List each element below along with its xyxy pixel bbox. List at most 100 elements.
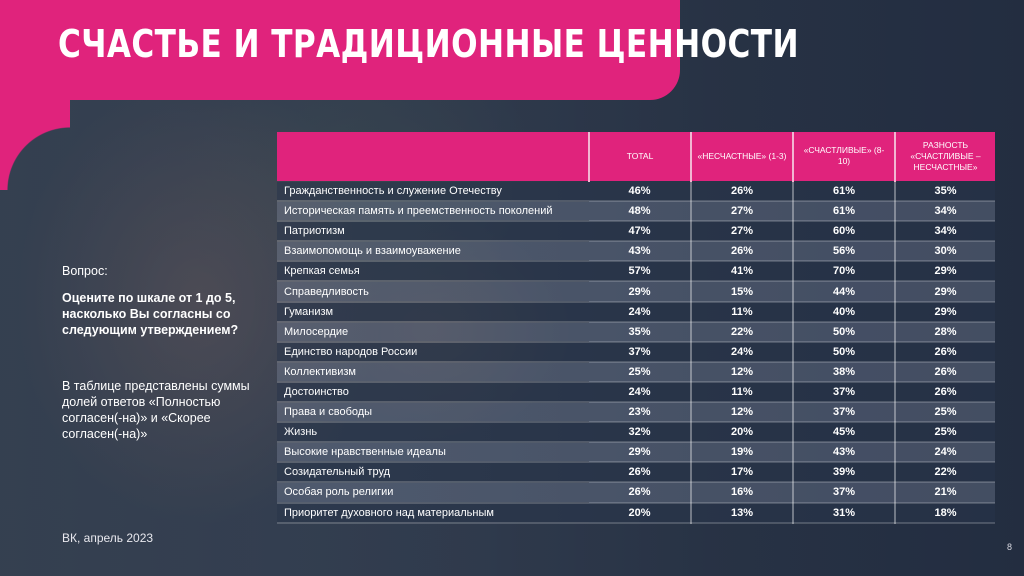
page-title: СЧАСТЬЕ И ТРАДИЦИОННЫЕ ЦЕННОСТИ bbox=[58, 22, 799, 66]
header-happy: «СЧАСТЛИВЫЕ» (8-10) bbox=[793, 132, 896, 181]
row-label: Гуманизм bbox=[277, 301, 589, 323]
cell-difference: 21% bbox=[895, 482, 995, 504]
table-row: Историческая память и преемственность по… bbox=[277, 201, 995, 223]
table-row: Гуманизм 24% 11% 40% 29% bbox=[277, 301, 995, 323]
values-table: TOTAL «НЕСЧАСТНЫЕ» (1-3) «СЧАСТЛИВЫЕ» (8… bbox=[277, 132, 995, 524]
header-total: TOTAL bbox=[589, 132, 692, 181]
cell-difference: 26% bbox=[895, 381, 995, 404]
row-label: Высокие нравственные идеалы bbox=[277, 442, 589, 464]
table-row: Права и свободы 23% 12% 37% 25% bbox=[277, 402, 995, 424]
cell-unhappy: 27% bbox=[691, 201, 794, 223]
table-row: Коллективизм 25% 12% 38% 26% bbox=[277, 361, 995, 383]
cell-unhappy: 17% bbox=[691, 462, 794, 484]
cell-difference: 25% bbox=[895, 402, 995, 424]
row-label: Права и свободы bbox=[277, 402, 589, 424]
cell-difference: 29% bbox=[895, 281, 995, 303]
cell-difference: 28% bbox=[895, 321, 995, 343]
cell-total: 26% bbox=[589, 482, 692, 504]
cell-unhappy: 13% bbox=[691, 502, 794, 524]
cell-total: 24% bbox=[589, 301, 692, 323]
cell-difference: 29% bbox=[895, 301, 995, 323]
cell-unhappy: 12% bbox=[691, 402, 794, 424]
cell-happy: 50% bbox=[793, 341, 896, 363]
table-row: Единство народов России 37% 24% 50% 26% bbox=[277, 341, 995, 363]
source-note: ВК, апрель 2023 bbox=[62, 531, 154, 545]
question-text: Оцените по шкале от 1 до 5, насколько Вы… bbox=[62, 291, 239, 337]
cell-difference: 34% bbox=[895, 221, 995, 243]
row-label: Крепкая семья bbox=[277, 261, 589, 283]
row-label: Созидательный труд bbox=[277, 462, 589, 484]
cell-happy: 61% bbox=[793, 181, 896, 203]
table-row: Справедливость 29% 15% 44% 29% bbox=[277, 281, 995, 303]
cell-total: 20% bbox=[589, 502, 692, 524]
table-row: Патриотизм 47% 27% 60% 34% bbox=[277, 221, 995, 243]
cell-difference: 26% bbox=[895, 361, 995, 383]
cell-difference: 30% bbox=[895, 241, 995, 263]
cell-happy: 60% bbox=[793, 221, 896, 243]
row-label: Гражданственность и служение Отечеству bbox=[277, 181, 589, 203]
cell-total: 29% bbox=[589, 281, 692, 303]
table-row: Гражданственность и служение Отечеству 46… bbox=[277, 181, 995, 203]
row-label: Патриотизм bbox=[277, 221, 589, 243]
cell-total: 26% bbox=[589, 462, 692, 484]
cell-total: 48% bbox=[589, 201, 692, 223]
header-difference: РАЗНОСТЬ «СЧАСТЛИВЫЕ – НЕСЧАСТНЫЕ» bbox=[895, 132, 995, 181]
cell-happy: 31% bbox=[793, 502, 896, 524]
cell-unhappy: 20% bbox=[691, 422, 794, 444]
cell-unhappy: 19% bbox=[691, 442, 794, 464]
title-banner: СЧАСТЬЕ И ТРАДИЦИОННЫЕ ЦЕННОСТИ bbox=[0, 0, 799, 100]
cell-happy: 43% bbox=[793, 442, 896, 464]
cell-unhappy: 26% bbox=[691, 241, 794, 263]
cell-total: 35% bbox=[589, 321, 692, 343]
cell-unhappy: 15% bbox=[691, 281, 794, 303]
cell-total: 25% bbox=[589, 361, 692, 383]
cell-happy: 39% bbox=[793, 462, 896, 484]
cell-difference: 25% bbox=[895, 422, 995, 444]
row-label: Жизнь bbox=[277, 422, 589, 444]
cell-total: 23% bbox=[589, 402, 692, 424]
cell-total: 24% bbox=[589, 381, 692, 404]
cell-unhappy: 11% bbox=[691, 381, 794, 404]
header-unhappy: «НЕСЧАСТНЫЕ» (1-3) bbox=[691, 132, 794, 181]
table-row: Высокие нравственные идеалы 29% 19% 43% 24% bbox=[277, 442, 995, 464]
table-row: Взаимопомощь и взаимоуважение 43% 26% 56% 30… bbox=[277, 241, 995, 263]
row-label: Историческая память и преемственность по… bbox=[277, 201, 589, 223]
cell-unhappy: 11% bbox=[691, 301, 794, 323]
table-row: Крепкая семья 57% 41% 70% 29% bbox=[277, 261, 995, 283]
table-row: Созидательный труд 26% 17% 39% 22% bbox=[277, 462, 995, 484]
row-label: Приоритет духовного над материальным bbox=[277, 502, 589, 524]
question-note: В таблице представлены суммы долей ответ… bbox=[62, 379, 250, 441]
cell-happy: 61% bbox=[793, 201, 896, 223]
cell-unhappy: 12% bbox=[691, 361, 794, 383]
row-label: Особая роль религии bbox=[277, 482, 589, 504]
header-label bbox=[277, 132, 590, 181]
cell-happy: 44% bbox=[793, 281, 896, 303]
cell-happy: 56% bbox=[793, 241, 896, 263]
table-row: Приоритет духовного над материальным 20% 1… bbox=[277, 502, 995, 524]
row-label: Милосердие bbox=[277, 321, 589, 343]
cell-difference: 26% bbox=[895, 341, 995, 363]
cell-happy: 37% bbox=[793, 482, 896, 504]
cell-unhappy: 24% bbox=[691, 341, 794, 363]
row-label: Справедливость bbox=[277, 281, 589, 303]
table-row: Особая роль религии 26% 16% 37% 21% bbox=[277, 482, 995, 504]
cell-total: 29% bbox=[589, 442, 692, 464]
cell-difference: 29% bbox=[895, 261, 995, 283]
cell-unhappy: 22% bbox=[691, 321, 794, 343]
row-label: Взаимопомощь и взаимоуважение bbox=[277, 241, 589, 263]
banner-curve-decoration bbox=[0, 100, 70, 190]
row-label: Достоинство bbox=[277, 381, 589, 404]
cell-happy: 45% bbox=[793, 422, 896, 444]
row-label: Единство народов России bbox=[277, 341, 589, 363]
cell-total: 57% bbox=[589, 261, 692, 283]
cell-unhappy: 27% bbox=[691, 221, 794, 243]
page-number: 8 bbox=[1006, 542, 1012, 552]
cell-total: 32% bbox=[589, 422, 692, 444]
cell-total: 47% bbox=[589, 221, 692, 243]
cell-happy: 70% bbox=[793, 261, 896, 283]
cell-total: 37% bbox=[589, 341, 692, 363]
cell-happy: 38% bbox=[793, 361, 896, 383]
cell-total: 46% bbox=[589, 181, 692, 203]
cell-happy: 37% bbox=[793, 381, 896, 404]
table-row: Милосердие 35% 22% 50% 28% bbox=[277, 321, 995, 343]
